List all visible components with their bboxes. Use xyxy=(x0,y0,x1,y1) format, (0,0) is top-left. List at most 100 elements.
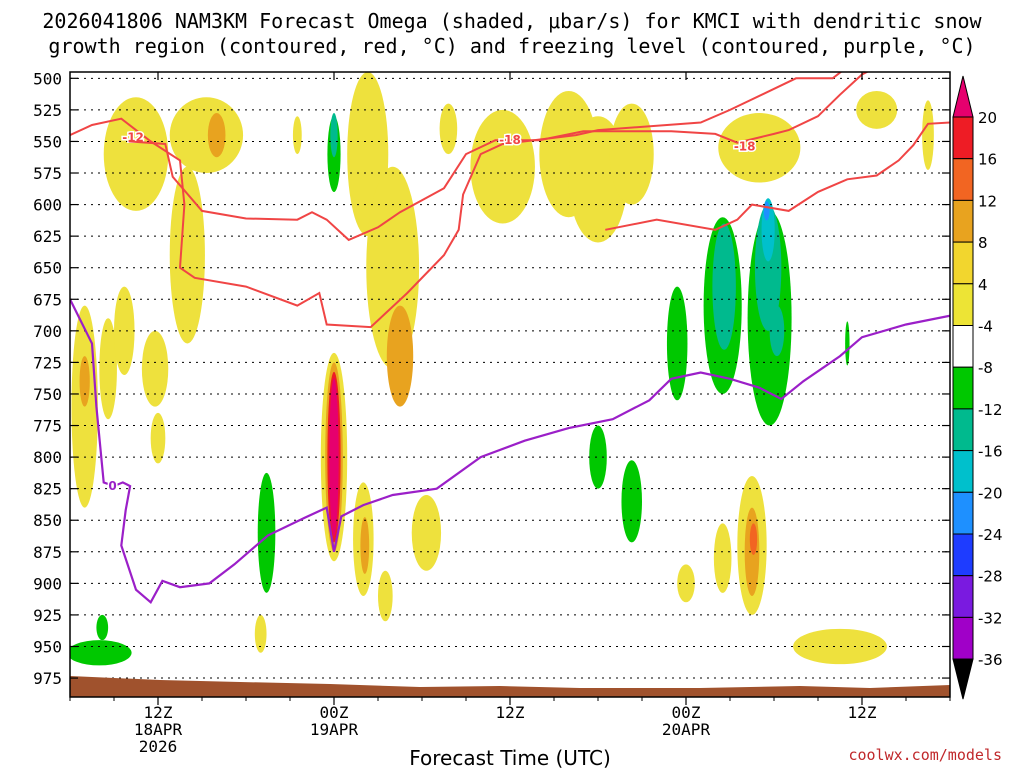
colorbar-label-3: 8 xyxy=(978,234,988,252)
omega-region-39 xyxy=(666,286,688,401)
omega-region-10 xyxy=(292,116,302,155)
y-tick-label-850: 850 xyxy=(33,511,62,530)
y-tick-label-800: 800 xyxy=(33,448,62,467)
omega-region-14 xyxy=(329,378,339,537)
colorbar-label-9: -20 xyxy=(978,484,1003,502)
omega-region-6 xyxy=(79,356,90,407)
omega-region-34 xyxy=(749,523,758,555)
omega-region-41 xyxy=(712,223,736,350)
omega-region-38 xyxy=(254,614,267,653)
omega-region-22 xyxy=(378,570,393,622)
omega-region-3 xyxy=(207,113,226,158)
colorbar-swatch-8 xyxy=(952,450,974,493)
colorbar-bottom-arrow xyxy=(952,658,974,700)
y-tick-label-975: 975 xyxy=(33,669,62,688)
y-tick-label-750: 750 xyxy=(33,385,62,404)
omega-region-35 xyxy=(713,523,732,593)
colorbar-swatch-0 xyxy=(952,116,974,160)
omega-region-9 xyxy=(150,412,166,464)
y-tick-label-875: 875 xyxy=(33,543,62,562)
freezing-level-line-0 xyxy=(70,298,950,605)
colorbar-label-4: 4 xyxy=(978,276,988,294)
y-tick-label-725: 725 xyxy=(33,353,62,372)
omega-region-43 xyxy=(754,204,782,331)
y-tick-label-900: 900 xyxy=(33,574,62,593)
dgz-contour-label-1: -18 xyxy=(499,133,521,147)
y-tick-label-550: 550 xyxy=(33,132,62,151)
colorbar-label-2: 12 xyxy=(978,192,997,210)
omega-region-51 xyxy=(70,640,132,666)
colorbar-label-8: -16 xyxy=(978,443,1003,461)
colorbar-swatch-6 xyxy=(952,366,974,410)
terrain-ground xyxy=(70,676,950,697)
omega-region-29 xyxy=(718,113,801,183)
y-tick-label-775: 775 xyxy=(33,417,62,436)
omega-region-24 xyxy=(470,109,535,224)
colorbar-swatch-7 xyxy=(952,408,974,452)
y-tick-label-625: 625 xyxy=(33,227,62,246)
y-tick-label-825: 825 xyxy=(33,480,62,499)
x-tick-label-42-2: 20APR xyxy=(662,720,711,739)
freezing-level-contour: 0 xyxy=(70,298,950,605)
dgz-contour-1 xyxy=(128,72,870,242)
omega-region-2 xyxy=(169,97,244,174)
colorbar-label-5: -4 xyxy=(978,318,993,336)
colorbar-label-13: -36 xyxy=(978,651,1003,669)
dgz-contour-0 xyxy=(70,72,843,329)
chart-title-line1: 2026041806 NAM3KM Forecast Omega (shaded… xyxy=(42,9,982,33)
colorbar-label-0: 20 xyxy=(978,109,997,127)
colorbar-top-arrow xyxy=(952,75,974,118)
omega-region-4 xyxy=(141,330,169,407)
y-tick-label-675: 675 xyxy=(33,290,62,309)
chart-title-line2: growth region (contoured, red, °C) and f… xyxy=(48,34,975,58)
colorbar-swatch-1 xyxy=(952,158,974,201)
x-axis-label: Forecast Time (UTC) xyxy=(409,746,611,768)
omega-region-8 xyxy=(114,286,135,376)
colorbar: 20 16 12 8 4 -4 -8 -12 -16 -20 -24 -28 -32 -36 xyxy=(952,75,1003,700)
colorbar-label-12: -32 xyxy=(978,609,1003,627)
x-tick-label-6-3: 2026 xyxy=(139,737,178,756)
y-tick-label-600: 600 xyxy=(33,196,62,215)
x-tick-label-18-1: 00Z xyxy=(320,703,349,722)
y-tick-label-575: 575 xyxy=(33,164,62,183)
colorbar-swatch-9 xyxy=(952,491,974,535)
y-tick-label-525: 525 xyxy=(33,101,62,120)
omega-region-23 xyxy=(411,494,442,571)
omega-region-49 xyxy=(257,472,276,593)
colorbar-swatch-4 xyxy=(952,283,974,326)
dgz-contour-label-2: -18 xyxy=(734,139,756,153)
colorbar-label-1: 16 xyxy=(978,151,997,169)
colorbar-swatch-12 xyxy=(952,616,974,660)
omega-region-46 xyxy=(769,305,785,357)
dgz-contours: -12 -18 -18 xyxy=(70,72,950,329)
omega-region-19 xyxy=(386,305,414,407)
x-tick-label-18-2: 19APR xyxy=(310,720,359,739)
x-tick-label-54-1: 12Z xyxy=(848,703,877,722)
y-tick-label-650: 650 xyxy=(33,259,62,278)
y-tick-label-700: 700 xyxy=(33,322,62,341)
omega-region-16 xyxy=(330,113,338,158)
colorbar-label-7: -12 xyxy=(978,401,1003,419)
colorbar-swatch-2 xyxy=(952,199,974,243)
freezing-level-label-0: 0 xyxy=(108,479,116,493)
colorbar-swatch-5 xyxy=(952,325,974,368)
colorbar-label-6: -8 xyxy=(978,359,993,377)
y-tick-label-925: 925 xyxy=(33,606,62,625)
omega-region-31 xyxy=(922,100,934,170)
y-axis: 500 525 550 575 600 625 650 675 700 725 750 775 800 8… xyxy=(33,69,950,688)
credit-text: coolwx.com/models xyxy=(848,746,1002,764)
x-tick-label-6-1: 12Z xyxy=(144,703,173,722)
omega-region-47 xyxy=(589,425,607,489)
colorbar-swatch-11 xyxy=(952,575,974,618)
omega-region-0 xyxy=(103,97,169,211)
omega-region-48 xyxy=(621,460,642,543)
omega-region-52 xyxy=(96,614,109,641)
x-tick-label-42-1: 00Z xyxy=(672,703,701,722)
omega-region-27 xyxy=(609,103,654,205)
x-tick-label-6-2: 18APR xyxy=(134,720,183,739)
omega-region-50 xyxy=(845,321,850,366)
colorbar-label-10: -24 xyxy=(978,526,1003,544)
y-tick-label-950: 950 xyxy=(33,637,62,656)
